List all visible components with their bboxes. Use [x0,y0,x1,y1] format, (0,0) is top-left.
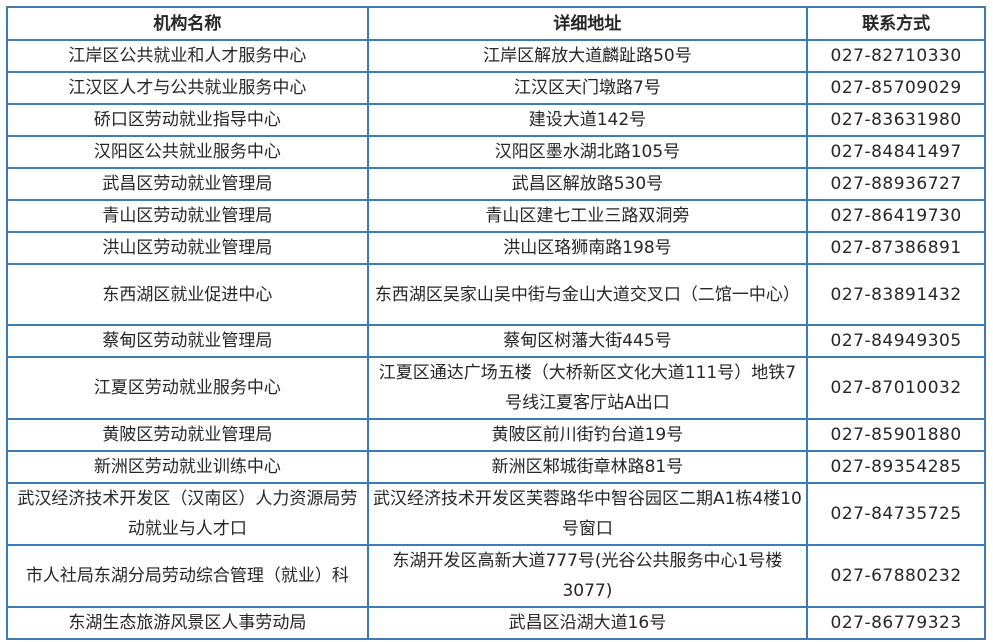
phone-cell: 027-89354285 [806,450,986,484]
phone-cell: 027-87010032 [806,356,986,420]
phone-cell: 027-87386891 [806,231,986,265]
address-cell: 江夏区通达广场五楼（大桥新区文化大道111号）地铁7号线江夏客厅站A出口 [366,356,809,420]
org-name-cell: 汉阳区公共就业服务中心 [6,135,369,169]
table-row: 江汉区人才与公共就业服务中心 江汉区天门墩路7号 027-85709029 [6,71,986,105]
table-row: 黄陂区劳动就业管理局 黄陂区前川街钓台道19号 027-85901880 [6,418,986,452]
table-row: 硚口区劳动就业指导中心 建设大道142号 027-83631980 [6,103,986,137]
header-row: 机构名称 详细地址 联系方式 [6,6,986,41]
address-cell: 新洲区邾城街章林路81号 [366,450,809,484]
phone-cell: 027-85709029 [806,71,986,105]
header-address: 详细地址 [366,6,809,41]
org-name-cell: 江夏区劳动就业服务中心 [6,356,369,420]
address-cell: 青山区建七工业三路双洞旁 [366,199,809,233]
address-cell: 东湖开发区高新大道777号(光谷公共服务中心1号楼3077) [366,544,809,608]
table-row: 汉阳区公共就业服务中心 汉阳区墨水湖北路105号 027-84841497 [6,135,986,169]
address-cell: 汉阳区墨水湖北路105号 [366,135,809,169]
phone-cell: 027-83631980 [806,103,986,137]
phone-cell: 027-84735725 [806,482,986,546]
address-cell: 建设大道142号 [366,103,809,137]
address-cell: 黄陂区前川街钓台道19号 [366,418,809,452]
phone-cell: 027-85901880 [806,418,986,452]
employment-office-table: 机构名称 详细地址 联系方式 江岸区公共就业和人才服务中心 江岸区解放大道麟趾路5… [6,6,986,640]
table-row: 东西湖区就业促进中心 东西湖区吴家山吴中街与金山大道交叉口（二馆一中心） 027-8… [6,263,986,326]
header-phone: 联系方式 [806,6,986,41]
phone-cell: 027-84841497 [806,135,986,169]
org-name-cell: 武昌区劳动就业管理局 [6,167,369,201]
org-name-cell: 江岸区公共就业和人才服务中心 [6,39,369,73]
org-name-cell: 黄陂区劳动就业管理局 [6,418,369,452]
table-row: 洪山区劳动就业管理局 洪山区珞狮南路198号 027-87386891 [6,231,986,265]
table-row: 江夏区劳动就业服务中心 江夏区通达广场五楼（大桥新区文化大道111号）地铁7号线江… [6,356,986,420]
address-cell: 武昌区沿湖大道16号 [366,606,809,640]
phone-cell: 027-86419730 [806,199,986,233]
org-name-cell: 新洲区劳动就业训练中心 [6,450,369,484]
org-name-cell: 东湖生态旅游风景区人事劳动局 [6,606,369,640]
table-row: 江岸区公共就业和人才服务中心 江岸区解放大道麟趾路50号 027-82710330 [6,39,986,73]
address-cell: 洪山区珞狮南路198号 [366,231,809,265]
address-cell: 江岸区解放大道麟趾路50号 [366,39,809,73]
org-name-cell: 东西湖区就业促进中心 [6,263,369,326]
table-row: 市人社局东湖分局劳动综合管理（就业）科 东湖开发区高新大道777号(光谷公共服务中… [6,544,986,608]
phone-cell: 027-88936727 [806,167,986,201]
table-row: 蔡甸区劳动就业管理局 蔡甸区树藩大街445号 027-84949305 [6,324,986,358]
org-name-cell: 硚口区劳动就业指导中心 [6,103,369,137]
table-row: 武汉经济技术开发区（汉南区）人力资源局劳动就业与人才口 武汉经济技术开发区芙蓉路华… [6,482,986,546]
phone-cell: 027-86779323 [806,606,986,640]
address-cell: 江汉区天门墩路7号 [366,71,809,105]
table-row: 东湖生态旅游风景区人事劳动局 武昌区沿湖大道16号 027-86779323 [6,606,986,640]
phone-cell: 027-67880232 [806,544,986,608]
org-name-cell: 蔡甸区劳动就业管理局 [6,324,369,358]
phone-cell: 027-83891432 [806,263,986,326]
org-name-cell: 洪山区劳动就业管理局 [6,231,369,265]
org-name-cell: 武汉经济技术开发区（汉南区）人力资源局劳动就业与人才口 [6,482,369,546]
org-name-cell: 青山区劳动就业管理局 [6,199,369,233]
phone-cell: 027-82710330 [806,39,986,73]
address-cell: 武汉经济技术开发区芙蓉路华中智谷园区二期A1栋4楼10号窗口 [366,482,809,546]
org-name-cell: 市人社局东湖分局劳动综合管理（就业）科 [6,544,369,608]
phone-cell: 027-84949305 [806,324,986,358]
header-name: 机构名称 [6,6,369,41]
address-cell: 蔡甸区树藩大街445号 [366,324,809,358]
table-row: 武昌区劳动就业管理局 武昌区解放路530号 027-88936727 [6,167,986,201]
address-cell: 东西湖区吴家山吴中街与金山大道交叉口（二馆一中心） [366,263,809,326]
table-row: 新洲区劳动就业训练中心 新洲区邾城街章林路81号 027-89354285 [6,450,986,484]
org-name-cell: 江汉区人才与公共就业服务中心 [6,71,369,105]
address-cell: 武昌区解放路530号 [366,167,809,201]
table-row: 青山区劳动就业管理局 青山区建七工业三路双洞旁 027-86419730 [6,199,986,233]
